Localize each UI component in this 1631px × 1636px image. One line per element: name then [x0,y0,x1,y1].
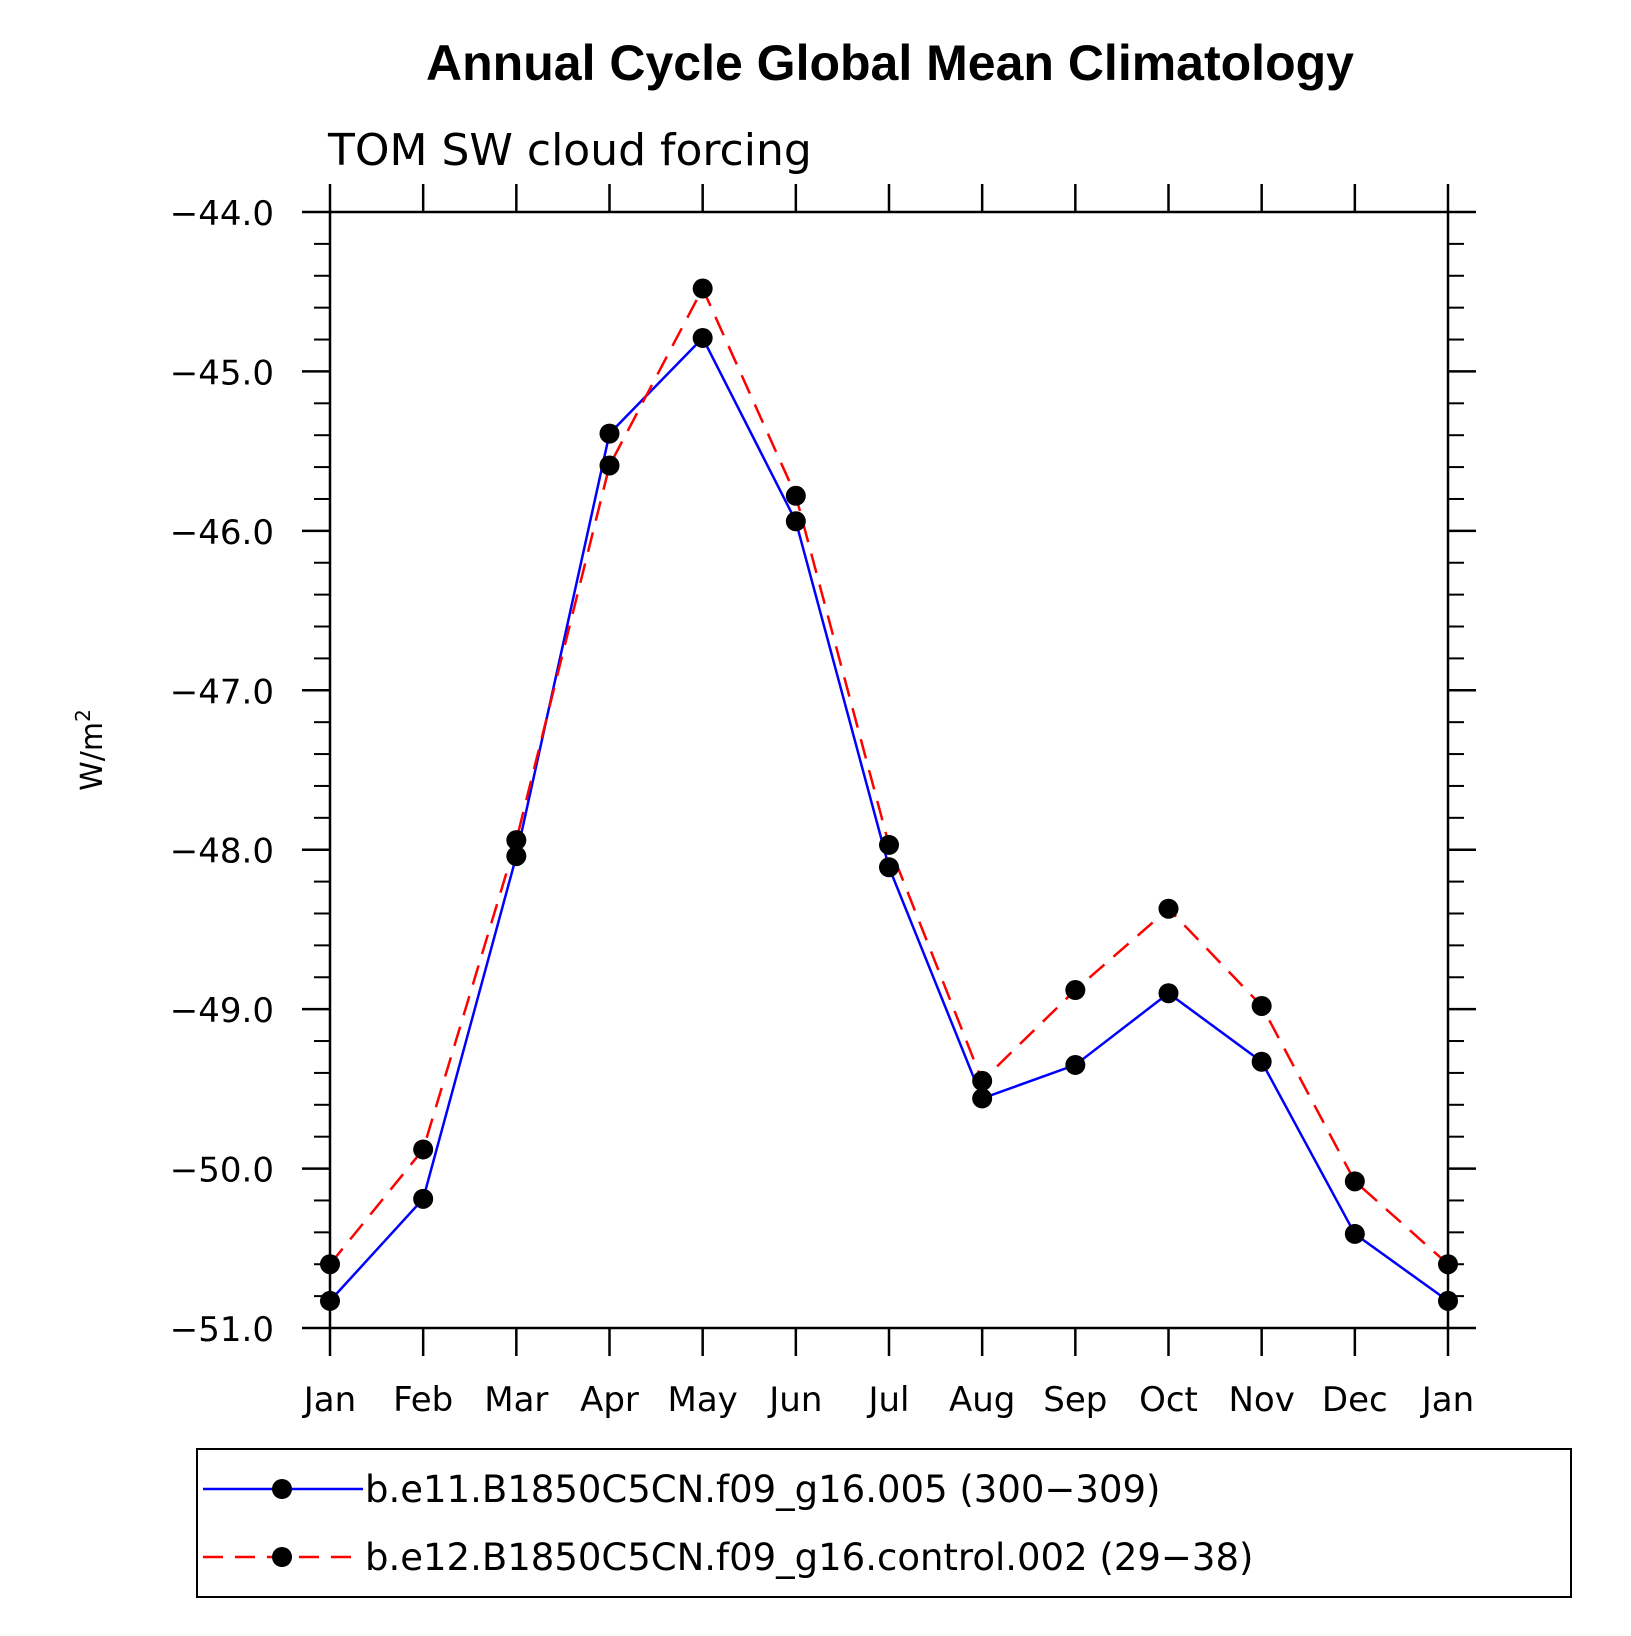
y-tick-label: −45.0 [170,353,274,393]
plot-frame [328,210,1450,1330]
x-tick-label: May [668,1380,738,1420]
y-tick-label: −46.0 [170,513,274,553]
series-1-point [879,857,899,878]
x-tick-label: Jan [302,1380,356,1420]
y-axis-label: W/m2 [71,709,110,791]
series-2-point [1251,995,1272,1016]
plot-area: Jan Feb Mar Apr May Jun Jul Aug Sep Oct Nov Dec Jan−… [170,184,1476,1420]
x-tick-label: Feb [393,1380,453,1420]
series-line-2 [329,285,1449,1266]
series-1-point [506,846,527,867]
y-tick-label: −47.0 [170,672,274,712]
legend-box [196,1448,1572,1598]
legend-marker-2 [272,1547,292,1567]
series-2-point [599,455,620,476]
legend-label-2: b.e12.B1850C5CN.f09_g16.control.002 (29−… [365,1536,1253,1579]
series-1-point [1344,1223,1365,1244]
x-tick-label: Mar [484,1380,548,1420]
y-tick-label: −44.0 [170,194,274,234]
y-axis-label-text: W/m [75,722,110,791]
series-1-point [972,1088,993,1109]
series-1-point [413,1188,434,1209]
series-1-point [320,1290,340,1311]
x-tick-label: Aug [949,1380,1015,1420]
series-1-point [1438,1290,1458,1311]
legend-marker-1 [272,1479,292,1499]
series-1-point [692,327,713,348]
x-tick-label: Jun [767,1380,822,1420]
series-2-point [1344,1171,1365,1192]
y-tick-label: −51.0 [170,1310,274,1350]
x-tick-label: Apr [580,1380,639,1420]
series-2-point [1438,1254,1458,1275]
series-1-point [785,511,806,532]
series-2-point [1065,980,1086,1001]
series-2-point [413,1139,434,1160]
chart-title: Annual Cycle Global Mean Climatology [426,35,1354,91]
series-1-point [599,423,620,444]
series-2-point [506,830,527,851]
x-tick-label: Nov [1228,1380,1294,1420]
legend-label-1: b.e11.B1850C5CN.f09_g16.005 (300−309) [365,1468,1160,1511]
y-tick-label: −50.0 [170,1151,274,1191]
series-2-point [879,834,899,855]
series-1-point [1158,983,1179,1004]
x-tick-label: Sep [1043,1380,1107,1420]
y-tick-label: −49.0 [170,991,274,1031]
y-axis-label-superscript: 2 [71,709,95,722]
series-2-point [692,278,713,299]
series-2-point [320,1254,340,1275]
x-tick-label: Jan [1420,1380,1474,1420]
x-tick-label: Jul [866,1380,909,1420]
legend: b.e11.B1850C5CN.f09_g16.005 (300−309) b.e… [196,1448,1572,1598]
series-1-point [1251,1051,1272,1072]
series-line-1 [329,335,1449,1302]
series-2-point [1158,898,1179,919]
series-1-point [1065,1054,1086,1075]
series-2-point [972,1070,993,1091]
series-2-point [785,485,806,506]
x-tick-label: Oct [1139,1380,1198,1420]
chart-subtitle: TOM SW cloud forcing [327,125,812,176]
y-tick-label: −48.0 [170,832,274,872]
x-tick-label: Dec [1322,1380,1388,1420]
